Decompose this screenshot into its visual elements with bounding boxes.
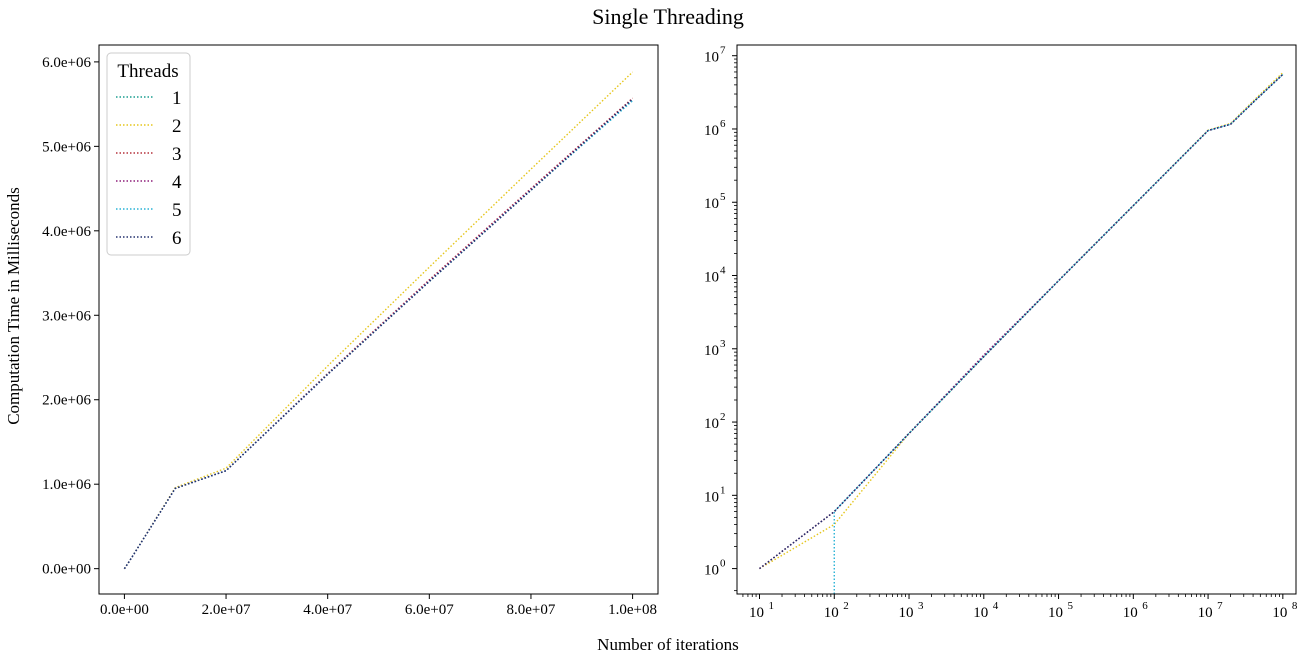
x-tick-label: 6.0e+07 (405, 602, 454, 618)
y-tick-label: 1.0e+06 (42, 477, 91, 493)
legend-label-4: 4 (172, 172, 182, 193)
x-tick-label: 8.0e+07 (507, 602, 556, 618)
legend-label-1: 1 (172, 88, 182, 109)
series-line-5 (833, 73, 1284, 594)
y-tick-exponent: 3 (720, 338, 726, 350)
x-tick-exponent: 5 (1068, 600, 1074, 612)
series-line-1 (123, 99, 634, 570)
x-tick-label: 2.0e+07 (202, 602, 251, 618)
linear-scale-panel: 0.0e+00 2.0e+07 4.0e+07 6.0e+07 8.0e+07 1.0e+… (42, 44, 659, 618)
x-tick-exponent: 7 (1217, 600, 1223, 612)
y-tick-label: 10 (704, 343, 719, 359)
series-line-6 (759, 73, 1284, 570)
x-tick-exponent: 4 (993, 600, 999, 612)
legend: Threads 1 2 3 4 5 6 (106, 52, 191, 256)
log-scale-panel: 10 1 10 2 10 3 10 4 10 5 10 6 10 7 10 810 010 110 210 310 41… (704, 44, 1298, 621)
x-tick-label: 10 (1123, 605, 1138, 621)
y-tick-label: 0.0e+00 (42, 562, 91, 578)
y-tick-label: 10 (704, 563, 719, 579)
y-tick-label: 5.0e+06 (42, 139, 91, 155)
y-tick-exponent: 5 (720, 191, 726, 203)
series-line-6 (123, 98, 634, 570)
series-line-2 (123, 71, 634, 570)
x-tick-label: 10 (824, 605, 839, 621)
series-line-3 (759, 73, 1284, 570)
y-tick-label: 10 (704, 196, 719, 212)
legend-label-6: 6 (172, 228, 182, 249)
x-tick-label: 10 (1272, 605, 1287, 621)
x-tick-label: 10 (749, 605, 764, 621)
y-tick-exponent: 0 (720, 558, 726, 570)
legend-label-3: 3 (172, 144, 182, 165)
legend-frame (106, 52, 191, 256)
x-tick-exponent: 3 (918, 600, 924, 612)
series-line-1 (759, 73, 1284, 570)
y-tick-label: 10 (704, 123, 719, 139)
y-tick-label: 10 (704, 416, 719, 432)
x-tick-label: 10 (1198, 605, 1213, 621)
y-tick-label: 10 (704, 489, 719, 505)
y-tick-exponent: 1 (720, 484, 726, 496)
series-line-2 (759, 72, 1284, 570)
y-tick-exponent: 6 (720, 118, 726, 130)
legend-label-5: 5 (172, 200, 182, 221)
y-tick-label: 6.0e+06 (42, 55, 91, 71)
y-axis-label: Computation Time in Milliseconds (4, 187, 23, 425)
y-tick-exponent: 4 (720, 265, 726, 277)
plot-frame (736, 44, 1297, 595)
y-tick-exponent: 2 (720, 411, 726, 423)
y-tick-label: 4.0e+06 (42, 224, 91, 240)
legend-title: Threads (117, 61, 178, 82)
legend-label-2: 2 (172, 116, 182, 137)
x-axis-label: Number of iterations (597, 635, 739, 654)
x-tick-label: 10 (899, 605, 914, 621)
x-tick-label: 0.0e+00 (100, 602, 149, 618)
y-tick-label: 2.0e+06 (42, 393, 91, 409)
x-tick-exponent: 2 (843, 600, 849, 612)
plot-frame (98, 44, 659, 595)
y-tick-label: 10 (704, 270, 719, 286)
y-tick-label: 10 (704, 50, 719, 66)
series-line-5 (123, 100, 634, 570)
figure-title: Single Threading (592, 4, 744, 29)
x-tick-exponent: 1 (769, 600, 775, 612)
x-tick-label: 1.0e+08 (608, 602, 657, 618)
x-tick-label: 10 (973, 605, 988, 621)
y-tick-label: 3.0e+06 (42, 308, 91, 324)
x-tick-label: 4.0e+07 (303, 602, 352, 618)
x-tick-label: 10 (1048, 605, 1063, 621)
y-tick-exponent: 7 (720, 45, 726, 57)
series-line-4 (759, 73, 1284, 570)
x-tick-exponent: 6 (1142, 600, 1148, 612)
x-tick-exponent: 8 (1292, 600, 1298, 612)
series-line-4 (123, 98, 634, 570)
